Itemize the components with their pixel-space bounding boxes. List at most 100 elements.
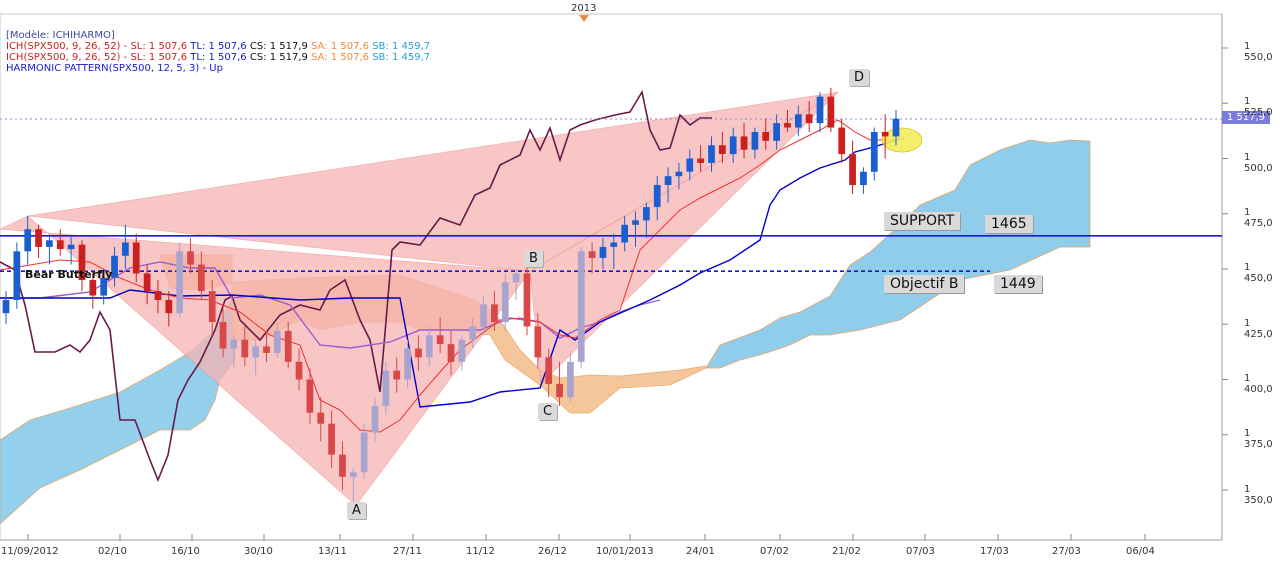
candle-body [425,335,433,358]
candle-body [653,185,661,208]
candle-body [447,344,455,362]
candle-body [621,224,629,243]
legend-row-1-sa: SA: 1 507,6 [311,41,370,52]
legend-row-2-sb: SB: 1 459,7 [372,52,431,63]
x-tick-label: 27/11 [393,546,422,557]
candle-body [263,346,270,353]
x-tick-label: 07/03 [906,546,935,557]
candle-body [317,412,325,424]
legend-harmonic: HARMONIC PATTERN(SPX500, 12, 5, 3) - Up [6,63,223,74]
candle-body [46,240,53,247]
y-tick-label: 1 400,0 [1244,373,1273,395]
candle-body [849,154,856,186]
kumo-bullish-right [705,139,1091,369]
legend-row-1-sb: SB: 1 459,7 [372,41,431,52]
y-tick-label: 1 425,0 [1244,318,1273,340]
x-tick-label: 16/10 [171,546,200,557]
candle-body [415,348,422,358]
candle-body [534,326,542,358]
candle-body [643,207,650,221]
candle-body [512,273,520,283]
target-value: 1449 [994,275,1042,293]
candle-body [165,299,173,314]
candle-body [599,246,607,258]
point-a-label: A [347,502,366,519]
x-tick-label: 17/03 [980,546,1009,557]
legend-row-2: ICH(SPX500, 9, 26, 52) - SL: 1 507,6 TL:… [6,52,430,63]
candle-body [567,361,574,398]
candle-body [860,171,867,186]
last-price-box: 1 517,9 [1222,111,1270,124]
point-b-label: B [524,250,543,267]
candle-body [751,131,759,150]
candle-body [675,171,683,177]
candle-body [577,251,585,362]
candle-body [100,277,108,296]
highlight-ellipse [881,127,923,153]
candle-body [208,291,216,323]
candle-body [762,131,770,141]
y-tick-label: 1 550,0 [1244,41,1273,63]
candle-body [870,131,878,172]
candle-body [306,379,314,413]
candle-body [143,273,151,292]
candle-body [360,432,368,473]
candle-body [132,242,140,274]
legend-row-1-sl: SL: 1 507,6 [130,41,188,52]
point-c-label: C [538,403,558,420]
candle-body [219,322,227,349]
x-tick-label: 24/01 [686,546,715,557]
x-tick-label: 06/04 [1126,546,1155,557]
candle-body [89,280,97,296]
x-tick-label: 13/11 [318,546,347,557]
candle-body [545,357,553,384]
x-tick-label: 02/10 [98,546,127,557]
candle-body [664,176,672,186]
chikou-span-line [0,89,712,483]
candle-body [349,472,357,477]
candle-body [371,406,379,433]
candle-body [176,251,184,314]
candle-body [610,242,618,247]
candle-body [480,304,487,327]
candle-body [458,339,466,362]
year-marker-icon [579,15,589,22]
y-tick-label: 1 350,0 [1244,484,1273,506]
candle-body [794,114,802,128]
x-tick-label: 21/02 [832,546,861,557]
x-tick-label: 11/09/2012 [1,546,59,557]
legend-row-2-tl: TL: 1 507,6 [190,52,247,63]
x-tick-label: 10/01/2013 [596,546,654,557]
candle-body [784,123,791,128]
candle-body [122,242,129,256]
candle-body [13,251,21,300]
candle-body [718,145,726,155]
candle-body [198,264,205,292]
legend: [Modèle: ICHIHARMO] ICH(SPX500, 9, 26, 5… [6,30,430,74]
candle-body [339,454,346,477]
candle-body [328,423,335,455]
candle-body [686,158,694,172]
candle-body [881,131,889,137]
candle-body [523,273,531,327]
y-tick-label: 1 525,0 [1244,96,1273,118]
candle-body [230,339,238,349]
candle-body [469,326,477,340]
pattern-name-label: Bear Butterfly [25,268,113,281]
y-tick-label: 1 475,0 [1244,207,1273,229]
candle-body [697,158,704,163]
candle-body [491,304,498,323]
x-tick-label: 30/10 [244,546,273,557]
candle-body [24,229,32,252]
candle-body [588,251,596,258]
candle-body [892,118,900,137]
candle-body [187,251,194,265]
candle-body [773,123,780,141]
y-tick-label: 1 450,0 [1244,262,1273,284]
legend-row-2-cs: CS: 1 517,9 [249,52,308,63]
candle-body [708,145,715,163]
legend-row-2-sl: SL: 1 507,6 [130,52,188,63]
year-marker-label: 2013 [571,3,597,14]
